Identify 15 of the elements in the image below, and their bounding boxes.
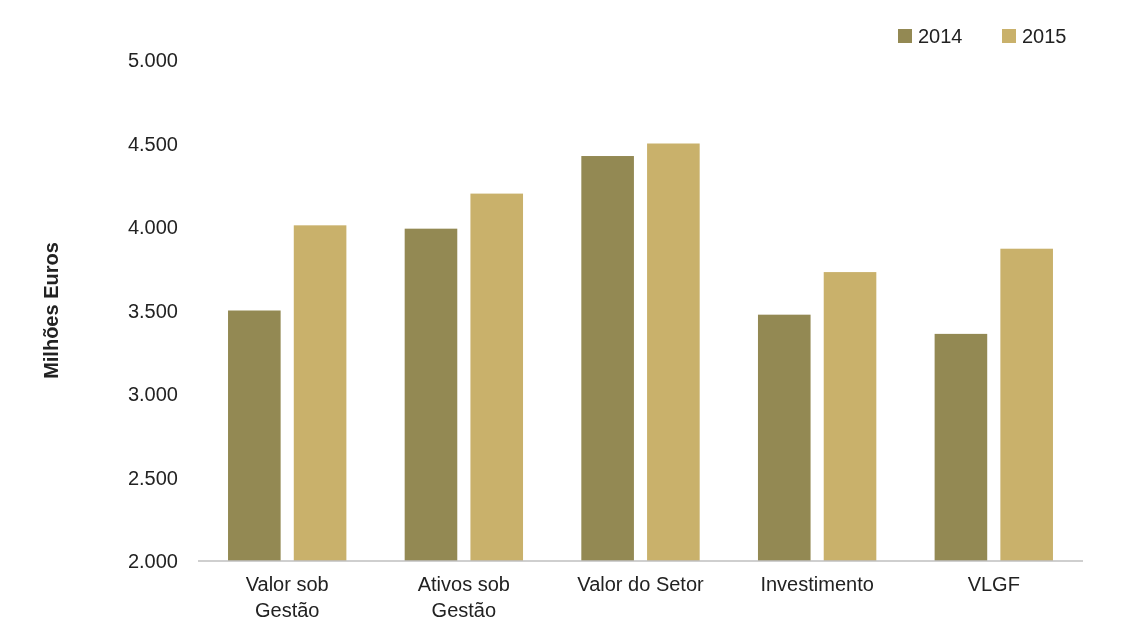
- y-tick-label: 5.000: [127, 49, 178, 71]
- y-tick-label: 4.000: [127, 216, 178, 238]
- y-axis-title: Milhões Euros: [40, 242, 62, 379]
- y-tick-label: 3.000: [127, 383, 178, 405]
- y-tick-label: 4.500: [127, 132, 178, 155]
- x-tick-label: VLGF: [967, 573, 1020, 595]
- y-tick-label: 2.500: [127, 466, 178, 489]
- x-tick-label: Valor do Setor: [577, 573, 705, 595]
- x-tick-label: Valor sob Gestão: [245, 573, 329, 621]
- x-tick-label: Ativos sob Gestão: [417, 573, 510, 621]
- legend-label: 2014: [918, 25, 963, 47]
- y-tick-label: 2.000: [127, 550, 178, 572]
- y-tick-label: 3.500: [127, 299, 178, 322]
- legend-label: 2015: [1022, 25, 1067, 47]
- x-tick-label: Investimento: [760, 573, 874, 595]
